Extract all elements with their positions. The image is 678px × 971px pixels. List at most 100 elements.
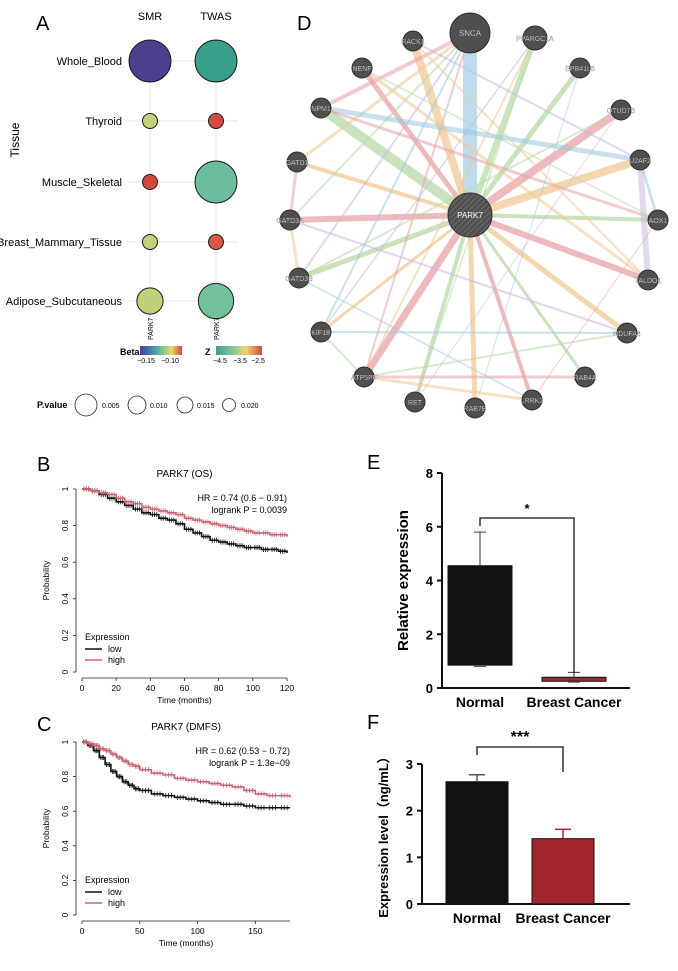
panel-c-km-dmfs: C PARK7 (DMFS) 0 0.2 0.4 0.6 0.8 1 0 50 100 150 Tim… [37, 714, 291, 948]
pvalue-legend-title: P.value [37, 400, 67, 410]
bar-breast-cancer [541, 676, 607, 682]
pvalue-label-2: 0.010 [150, 403, 168, 410]
network-node [351, 57, 373, 79]
network-node [616, 322, 638, 344]
bar-y-tick-label: 6 [426, 520, 433, 535]
bar-y-tick-label: 0 [406, 897, 413, 912]
network-edge [363, 375, 533, 402]
network-edge [298, 32, 471, 279]
km-y-tick-label: 0.4 [61, 593, 70, 605]
network-node [629, 149, 651, 171]
panel-e-box-chart: E 0 2 4 6 8 Relative expression Normal Breast C… [367, 452, 630, 710]
km-x-tick-label: 120 [280, 683, 294, 693]
a-bubble [194, 39, 238, 83]
network-node-label: PARK7 [457, 211, 483, 220]
network-node-label: GATD1 [286, 160, 309, 167]
network-node [522, 25, 548, 51]
network-edge [467, 212, 478, 411]
bar-y-tick-label: 4 [426, 574, 434, 589]
network-node [521, 389, 543, 411]
km-curve-high [82, 488, 288, 537]
a-bubble [136, 287, 164, 315]
km-y-tick-label: 1 [61, 486, 70, 491]
network-edge [412, 40, 641, 161]
network-node-label: ATP5PF [351, 375, 377, 382]
panel-a-size-legend: P.value 0.005 0.010 0.015 0.020 [37, 393, 259, 417]
network-node [288, 267, 310, 289]
network-edge [296, 31, 471, 164]
network-node [610, 99, 632, 121]
network-edge [531, 219, 659, 401]
network-node-label: SNCA [459, 29, 482, 38]
km-x-tick-label: 50 [135, 926, 145, 936]
a-x-label: TWAS [200, 11, 231, 23]
network-node-label: NDUFA4 [613, 331, 641, 338]
network-edge [363, 32, 471, 378]
km-y-tick-label: 0.2 [61, 629, 70, 641]
network-node-label: U2AF2 [629, 158, 651, 165]
z-tick-2: −3.5 [233, 358, 247, 365]
bar-y-tick-label: 3 [406, 757, 413, 772]
panel-a-x-labels: SMR TWAS [138, 11, 232, 23]
km-legend-label: high [108, 655, 125, 665]
beta-colorbar [140, 346, 182, 355]
network-edges [287, 26, 660, 411]
a-gene-label: PARK7 [214, 317, 221, 340]
km-title: PARK7 (OS) [157, 469, 213, 480]
network-edge [296, 212, 473, 281]
network-edge [468, 213, 534, 402]
a-x-label: SMR [138, 11, 163, 23]
panel-b-km-os: B PARK7 (OS) 0 0.2 0.4 0.6 0.8 1 0 20 40 60 80 100 12… [37, 454, 294, 705]
significance-stars: * [524, 501, 530, 516]
network-node-label: RACK1 [401, 39, 424, 46]
panel-a-ylabel: Tissue [8, 122, 22, 157]
network-edge [287, 212, 473, 223]
significance-bracket [476, 746, 564, 772]
km-y-tick-label: 0.6 [61, 805, 70, 817]
network-node [310, 97, 332, 119]
panel-a-color-legend: Beta −0.15 −0.10 Z −4.5 −3.5 −2.5 [120, 346, 265, 365]
km-x-tick-label: 40 [146, 683, 156, 693]
significance-bracket [479, 517, 575, 673]
km-x-tick-label: 100 [190, 926, 204, 936]
panel-a-letter: A [36, 13, 50, 35]
network-node-label: RAB7B [464, 406, 487, 413]
a-y-label: Breast_Mammary_Tissue [0, 237, 122, 249]
network-node-label: LRRK2 [521, 398, 544, 405]
network-edge [320, 32, 471, 333]
pvalue-size-3 [176, 396, 194, 414]
km-annotation: logrank P = 0.0039 [211, 505, 287, 515]
panel-c-letter: C [37, 714, 51, 736]
km-y-label: Probability [41, 808, 51, 848]
bar-y-label: Expression level（ng/mL） [376, 750, 391, 918]
km-y-label: Probability [41, 560, 51, 600]
km-x-label: Time (months) [159, 938, 214, 948]
network-node [569, 57, 591, 79]
network-node-label: OTUD7B [607, 108, 636, 115]
network-node-label: KIF1B [311, 330, 331, 337]
network-node [647, 209, 669, 231]
network-edge [289, 219, 628, 334]
panel-d-letter: D [297, 13, 311, 35]
network-edge [467, 35, 538, 218]
bar-y-tick-label: 8 [426, 466, 433, 481]
km-y-tick-label: 0.2 [61, 874, 70, 886]
a-bubble [197, 282, 235, 320]
z-tick-3: −2.5 [251, 358, 265, 365]
a-y-label: Muscle_Skeletal [42, 177, 122, 189]
network-edge [320, 105, 641, 163]
a-gene-label: PARK7 [148, 317, 155, 340]
km-annotation: logrank P = 1.3e−09 [209, 758, 290, 768]
beta-legend-title: Beta [120, 347, 141, 357]
km-annotation: HR = 0.62 (0.53 − 0.72) [195, 746, 290, 756]
significance-stars: *** [511, 729, 530, 746]
km-y-tick-label: 0.8 [61, 770, 70, 782]
a-bubble [142, 234, 158, 250]
network-edge [298, 277, 533, 401]
network-edge [361, 66, 649, 282]
km-legend-label: high [108, 898, 125, 908]
network-node [310, 321, 332, 343]
km-x-label: Time (months) [157, 695, 212, 705]
network-edge [316, 103, 475, 220]
pvalue-size-2 [127, 395, 147, 415]
